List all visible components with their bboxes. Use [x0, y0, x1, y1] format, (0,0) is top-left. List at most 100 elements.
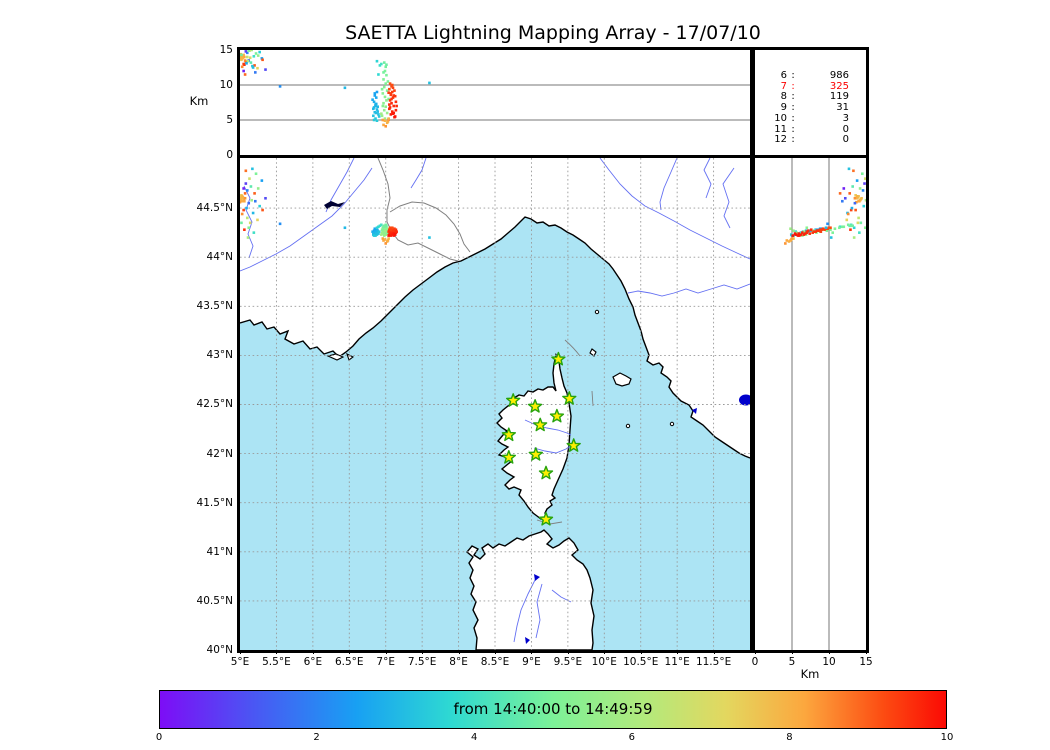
lightning-source-point — [260, 179, 264, 182]
lightning-source-point — [392, 94, 396, 97]
lma-station-star — [566, 438, 581, 452]
source-count: 0 — [842, 123, 849, 135]
lightning-source-point — [242, 53, 245, 57]
lightning-source-point — [373, 111, 377, 114]
source-count-row: 12:0 — [765, 135, 860, 146]
lightning-source-point — [385, 73, 388, 77]
station-count: 9 — [780, 102, 787, 114]
lightning-source-point — [862, 204, 866, 208]
lightning-source-point — [801, 231, 804, 234]
lightning-source-point — [395, 104, 398, 108]
lightning-source-point — [842, 187, 846, 190]
source-count: 31 — [836, 102, 849, 114]
lightning-source-point — [394, 100, 398, 104]
right-panel-x-axis-label: Km — [800, 667, 820, 681]
lightning-source-point — [852, 236, 856, 239]
lightning-source-point — [258, 50, 261, 54]
lightning-source-point — [244, 60, 248, 64]
lightning-source-point — [382, 71, 385, 74]
lightning-source-point — [372, 118, 376, 122]
source-count-row: 6:986 — [765, 70, 860, 82]
lightning-source-point — [381, 118, 385, 122]
lightning-source-point — [385, 89, 389, 92]
lightning-source-point — [260, 57, 264, 60]
lightning-source-point — [243, 63, 246, 66]
source-count-row: 7:325 — [765, 80, 860, 93]
lightning-source-point — [374, 111, 378, 115]
lightning-source-point — [833, 227, 837, 231]
lightning-source-point — [240, 58, 243, 62]
lightning-source-point — [804, 232, 807, 235]
lightning-source-point — [245, 51, 249, 55]
lightning-source-point — [848, 192, 852, 195]
lma-station-star — [551, 351, 566, 366]
lightning-source-point — [243, 228, 246, 232]
lightning-source-point — [245, 55, 249, 59]
map-x-tick-label: 6°E — [303, 656, 323, 668]
mountain-lake — [324, 201, 345, 209]
lightning-source-point — [385, 224, 388, 228]
lightning-source-point — [377, 230, 381, 233]
map-x-tick-label: 7.5°E — [407, 656, 437, 668]
lightning-source-point — [838, 192, 842, 195]
lightning-source-point — [374, 117, 377, 120]
source-count-row: 11:0 — [765, 123, 860, 136]
lightning-source-point — [372, 114, 375, 118]
lightning-source-point — [829, 228, 832, 232]
lightning-source-point — [242, 197, 245, 201]
colorbar-tick-label: 0 — [155, 732, 163, 743]
lightning-source-point — [382, 123, 385, 127]
lightning-source-point — [853, 201, 857, 205]
lightning-source-point — [851, 185, 854, 188]
lightning-source-point — [382, 232, 385, 235]
lightning-source-point — [785, 239, 789, 242]
lightning-source-point — [371, 98, 374, 101]
lightning-source-point — [251, 211, 255, 215]
lightning-source-point — [388, 232, 392, 235]
lightning-source-point — [789, 239, 792, 242]
map-y-tick-label: 40.5°N — [196, 594, 233, 607]
lightning-source-point — [838, 226, 841, 230]
map-x-tick-label: 5°E — [230, 656, 250, 668]
lightning-source-point — [792, 237, 795, 240]
lightning-source-point — [245, 206, 248, 210]
lightning-source-point — [240, 200, 242, 204]
lightning-source-point — [797, 232, 800, 235]
lightning-source-point — [245, 189, 249, 192]
lightning-source-point — [380, 231, 384, 234]
lightning-source-point — [383, 95, 387, 99]
lightning-source-point — [387, 117, 390, 120]
lightning-source-point — [250, 50, 253, 52]
lightning-source-point — [387, 234, 390, 237]
lightning-source-point — [392, 104, 396, 108]
lightning-source-point — [248, 221, 252, 225]
country-borders — [377, 158, 471, 262]
map-x-tick-label: 9.5°E — [553, 656, 583, 668]
lightning-source-point — [841, 225, 844, 229]
lightning-source-point — [384, 65, 388, 69]
station-count: 7 — [780, 80, 787, 92]
right-x-tick-label: 15 — [859, 656, 873, 668]
lightning-source-point — [386, 120, 390, 123]
right-x-tick — [866, 650, 867, 654]
lightning-source-point — [242, 208, 245, 212]
colorbar-tick-label: 2 — [313, 732, 320, 743]
lightning-source-point — [829, 236, 833, 239]
lightning-source-point — [375, 90, 379, 94]
lightning-source-point — [391, 232, 395, 235]
lightning-source-point — [383, 119, 387, 122]
lightning-source-point — [383, 69, 387, 73]
lightning-source-point — [384, 125, 388, 128]
lightning-source-point — [802, 230, 806, 233]
lightning-source-point — [388, 107, 391, 111]
colorbar-label: from 14:40:00 to 14:49:59 — [453, 700, 653, 718]
lightning-source-point — [388, 82, 392, 85]
lightning-source-point — [863, 182, 866, 185]
lma-station-star — [506, 393, 521, 407]
latitude-vs-altitude-panel — [752, 155, 869, 653]
lma-station-star — [528, 447, 543, 461]
lightning-source-point — [393, 115, 397, 118]
lightning-source-point — [390, 226, 394, 230]
lma-station-star — [501, 450, 516, 464]
lightning-source-point — [381, 104, 385, 108]
